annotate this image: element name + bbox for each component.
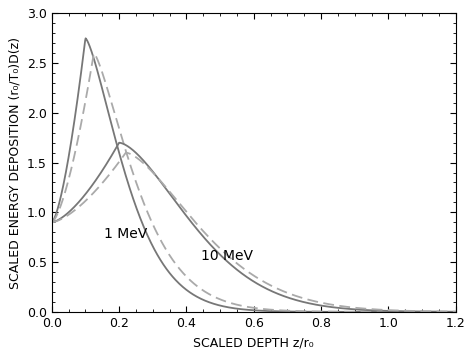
Text: 1 MeV: 1 MeV <box>104 227 147 241</box>
Text: 10 MeV: 10 MeV <box>201 249 253 263</box>
Y-axis label: SCALED ENERGY DEPOSITION (r₀/T₀)D(z): SCALED ENERGY DEPOSITION (r₀/T₀)D(z) <box>9 37 21 289</box>
X-axis label: SCALED DEPTH z/r₀: SCALED DEPTH z/r₀ <box>193 337 314 350</box>
